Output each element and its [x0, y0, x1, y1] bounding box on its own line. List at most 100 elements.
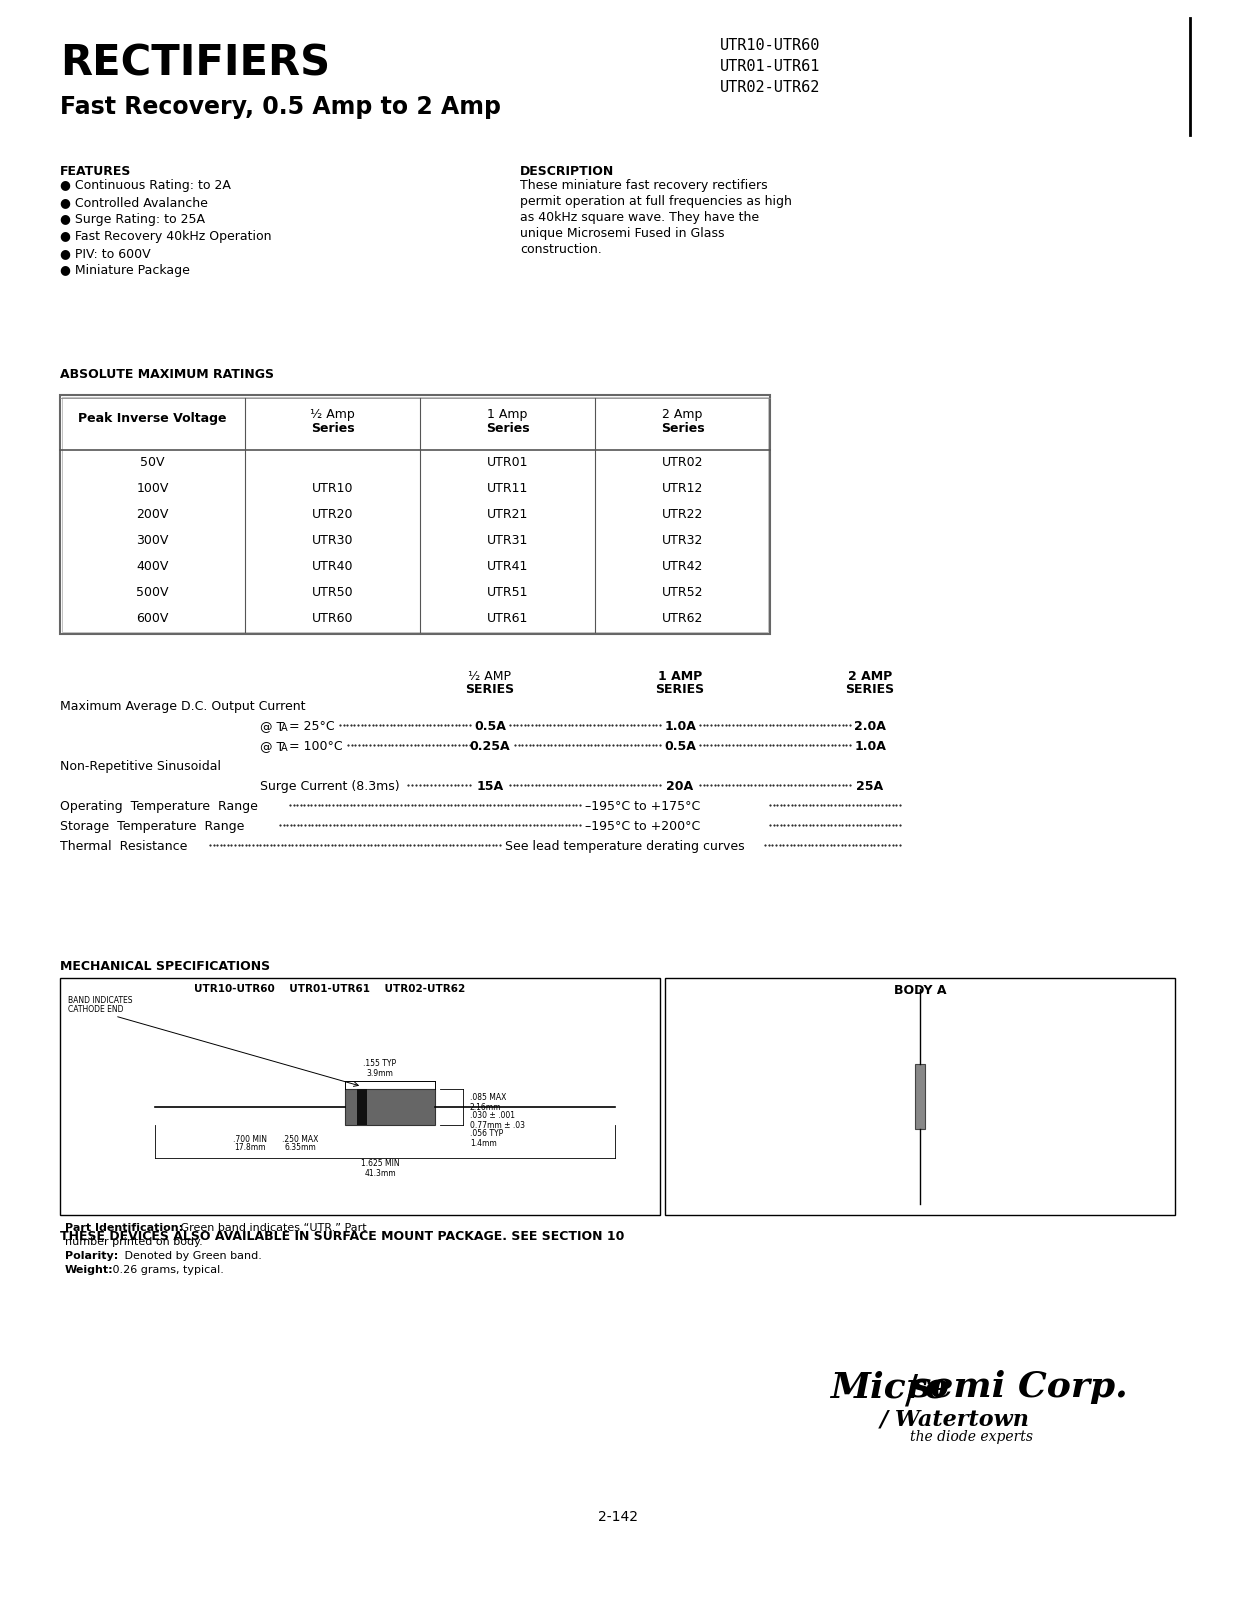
- Text: 25A: 25A: [856, 781, 883, 794]
- Text: = 25°C: = 25°C: [289, 720, 335, 733]
- Text: 41.3mm: 41.3mm: [364, 1168, 396, 1178]
- Text: UTR10-UTR60: UTR10-UTR60: [720, 38, 820, 53]
- Text: number printed on body.: number printed on body.: [66, 1237, 203, 1246]
- Text: .155 TYP: .155 TYP: [364, 1059, 397, 1069]
- Text: semi Corp.: semi Corp.: [910, 1370, 1128, 1405]
- Text: 2.0A: 2.0A: [854, 720, 886, 733]
- Text: MECHANICAL SPECIFICATIONS: MECHANICAL SPECIFICATIONS: [61, 960, 270, 973]
- Text: ● Continuous Rating: to 2A: ● Continuous Rating: to 2A: [61, 179, 231, 192]
- Text: UTR31: UTR31: [487, 534, 528, 547]
- Text: 0.77mm ± .03: 0.77mm ± .03: [470, 1120, 524, 1130]
- Text: 1 Amp: 1 Amp: [487, 408, 528, 421]
- Text: construction.: construction.: [520, 243, 601, 256]
- Text: ½ AMP: ½ AMP: [469, 670, 512, 683]
- Text: UTR22: UTR22: [662, 509, 703, 522]
- Text: Series: Series: [310, 422, 354, 435]
- Text: SERIES: SERIES: [845, 683, 894, 696]
- Text: 1 AMP: 1 AMP: [658, 670, 703, 683]
- Text: .085 MAX: .085 MAX: [470, 1093, 506, 1102]
- Text: 1.0A: 1.0A: [664, 720, 696, 733]
- Text: UTR42: UTR42: [662, 560, 703, 573]
- Text: RECTIFIERS: RECTIFIERS: [61, 42, 330, 83]
- Text: ½ Amp: ½ Amp: [310, 408, 355, 421]
- Text: UTR51: UTR51: [486, 587, 528, 600]
- Text: UTR01: UTR01: [486, 456, 528, 469]
- Text: UTR52: UTR52: [662, 587, 704, 600]
- Text: Weight:: Weight:: [66, 1266, 114, 1275]
- Text: Peak Inverse Voltage: Peak Inverse Voltage: [78, 411, 226, 426]
- Bar: [61, 395, 769, 634]
- Text: –195°C to +175°C: –195°C to +175°C: [585, 800, 700, 813]
- Text: / Watertown: / Watertown: [880, 1408, 1030, 1430]
- Bar: [915, 1064, 925, 1130]
- Text: Operating  Temperature  Range: Operating Temperature Range: [61, 800, 257, 813]
- Text: 300V: 300V: [136, 534, 168, 547]
- Text: Part Identification:: Part Identification:: [66, 1222, 183, 1234]
- Text: permit operation at full frequencies as high: permit operation at full frequencies as …: [520, 195, 792, 208]
- Text: as 40kHz square wave. They have the: as 40kHz square wave. They have the: [520, 211, 760, 224]
- Text: SERIES: SERIES: [465, 683, 515, 696]
- Text: ● PIV: to 600V: ● PIV: to 600V: [61, 246, 151, 259]
- Bar: [61, 978, 661, 1214]
- Text: UTR20: UTR20: [312, 509, 354, 522]
- Text: 17.8mm: 17.8mm: [234, 1144, 266, 1152]
- Text: Micro: Micro: [830, 1370, 949, 1405]
- Bar: [62, 397, 768, 632]
- Text: ● Fast Recovery 40kHz Operation: ● Fast Recovery 40kHz Operation: [61, 230, 271, 243]
- Text: 15A: 15A: [476, 781, 503, 794]
- Bar: [345, 1088, 435, 1125]
- Text: UTR11: UTR11: [487, 483, 528, 496]
- Text: DESCRIPTION: DESCRIPTION: [520, 165, 615, 178]
- Text: See lead temperature derating curves: See lead temperature derating curves: [505, 840, 745, 853]
- Bar: [666, 978, 1175, 1214]
- Text: Thermal  Resistance: Thermal Resistance: [61, 840, 187, 853]
- Text: UTR10: UTR10: [312, 483, 354, 496]
- Text: ● Controlled Avalanche: ● Controlled Avalanche: [61, 195, 208, 210]
- Text: 2.16mm: 2.16mm: [470, 1102, 501, 1112]
- Text: Storage  Temperature  Range: Storage Temperature Range: [61, 819, 245, 834]
- Text: ● Miniature Package: ● Miniature Package: [61, 264, 189, 277]
- Text: ABSOLUTE MAXIMUM RATINGS: ABSOLUTE MAXIMUM RATINGS: [61, 368, 275, 381]
- Text: 0.5A: 0.5A: [474, 720, 506, 733]
- Text: UTR02-UTR62: UTR02-UTR62: [720, 80, 820, 94]
- Text: 0.25A: 0.25A: [470, 739, 511, 754]
- Text: CATHODE END: CATHODE END: [68, 1005, 124, 1014]
- Text: 2 AMP: 2 AMP: [847, 670, 892, 683]
- Text: BAND INDICATES: BAND INDICATES: [68, 995, 132, 1005]
- Text: UTR40: UTR40: [312, 560, 354, 573]
- Text: 20A: 20A: [667, 781, 694, 794]
- Text: A: A: [281, 742, 288, 754]
- Text: UTR02: UTR02: [662, 456, 704, 469]
- Text: ● Surge Rating: to 25A: ● Surge Rating: to 25A: [61, 213, 205, 226]
- Text: –195°C to +200°C: –195°C to +200°C: [585, 819, 700, 834]
- Text: 50V: 50V: [140, 456, 165, 469]
- Text: /: /: [905, 1371, 918, 1410]
- Text: the diode experts: the diode experts: [910, 1430, 1033, 1443]
- Text: UTR12: UTR12: [662, 483, 703, 496]
- Text: 1.625 MIN: 1.625 MIN: [361, 1160, 400, 1168]
- Text: .250 MAX: .250 MAX: [282, 1134, 318, 1144]
- Text: UTR30: UTR30: [312, 534, 354, 547]
- Bar: [357, 1088, 367, 1125]
- Text: unique Microsemi Fused in Glass: unique Microsemi Fused in Glass: [520, 227, 725, 240]
- Text: Non-Repetitive Sinusoidal: Non-Repetitive Sinusoidal: [61, 760, 221, 773]
- Text: UTR10-UTR60    UTR01-UTR61    UTR02-UTR62: UTR10-UTR60 UTR01-UTR61 UTR02-UTR62: [194, 984, 465, 994]
- Text: Maximum Average D.C. Output Current: Maximum Average D.C. Output Current: [61, 701, 306, 714]
- Text: 100V: 100V: [136, 483, 168, 496]
- Text: 6.35mm: 6.35mm: [285, 1144, 315, 1152]
- Text: = 100°C: = 100°C: [289, 739, 343, 754]
- Text: UTR50: UTR50: [312, 587, 354, 600]
- Text: Surge Current (8.3ms): Surge Current (8.3ms): [260, 781, 400, 794]
- Text: .030 ± .001: .030 ± .001: [470, 1112, 515, 1120]
- Text: Fast Recovery, 0.5 Amp to 2 Amp: Fast Recovery, 0.5 Amp to 2 Amp: [61, 94, 501, 118]
- Text: UTR21: UTR21: [487, 509, 528, 522]
- Text: 0.5A: 0.5A: [664, 739, 696, 754]
- Text: 200V: 200V: [136, 509, 168, 522]
- Text: UTR01-UTR61: UTR01-UTR61: [720, 59, 820, 74]
- Text: UTR32: UTR32: [662, 534, 703, 547]
- Text: 400V: 400V: [136, 560, 168, 573]
- Text: UTR61: UTR61: [487, 613, 528, 626]
- Text: 2 Amp: 2 Amp: [662, 408, 703, 421]
- Text: Polarity:: Polarity:: [66, 1251, 119, 1261]
- Text: @ T: @ T: [260, 739, 285, 754]
